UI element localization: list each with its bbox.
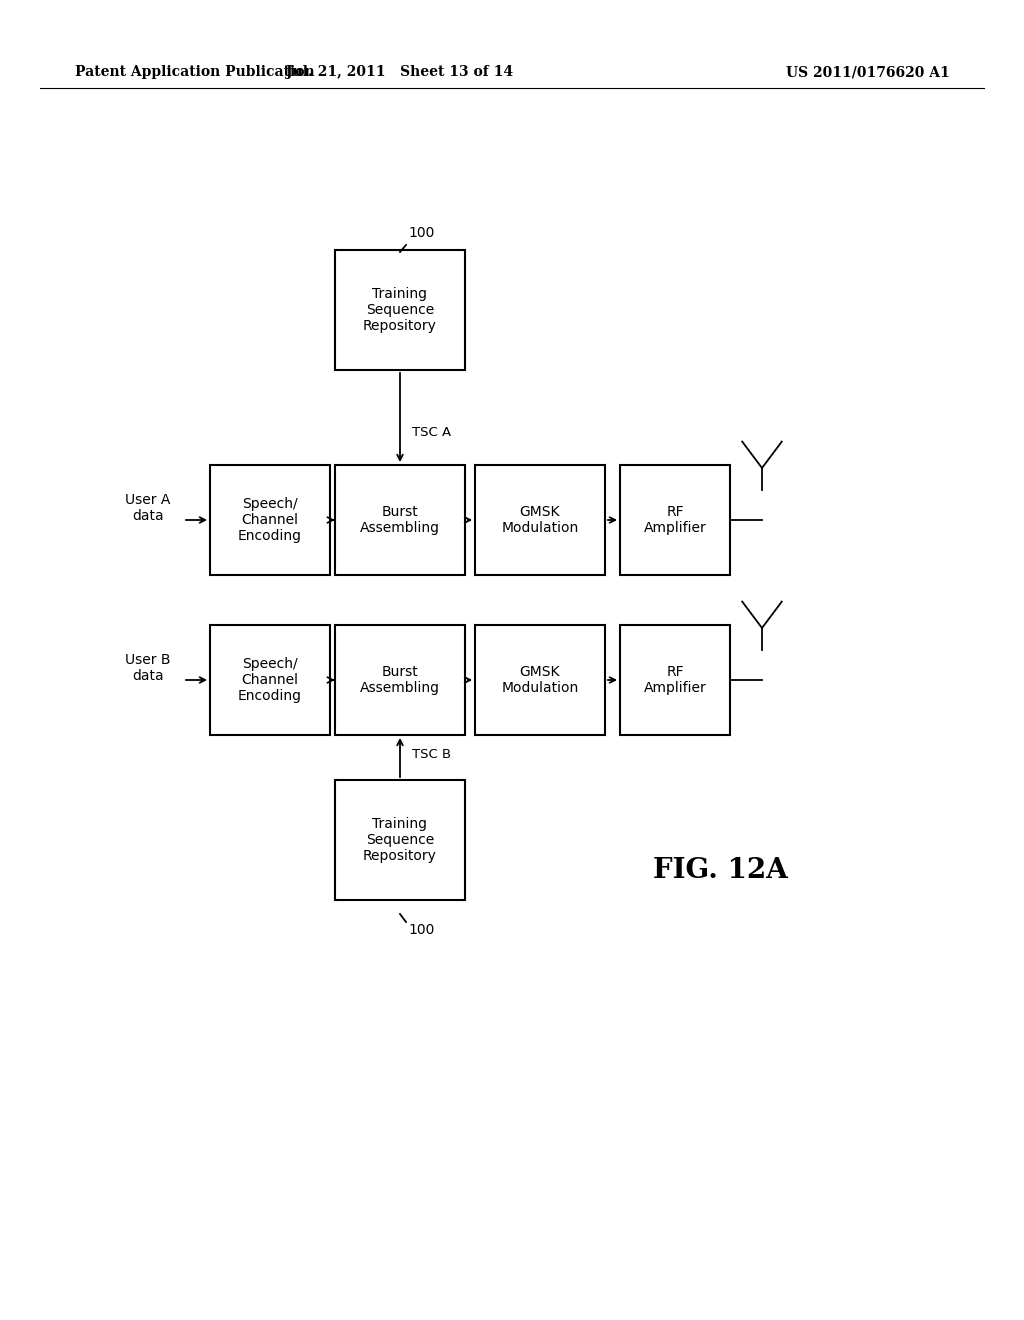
Text: Speech/
Channel
Encoding: Speech/ Channel Encoding [238,657,302,704]
Bar [620,465,730,576]
Text: RF
Amplifier: RF Amplifier [644,665,707,696]
Text: GMSK
Modulation: GMSK Modulation [502,504,579,535]
Bar [210,624,330,735]
Bar [475,465,605,576]
Text: User B
data: User B data [125,653,171,684]
Text: RF
Amplifier: RF Amplifier [644,504,707,535]
Bar [210,465,330,576]
Text: TSC B: TSC B [412,748,452,762]
Text: FIG. 12A: FIG. 12A [652,857,787,883]
Bar [475,624,605,735]
Text: US 2011/0176620 A1: US 2011/0176620 A1 [786,65,950,79]
Bar [335,624,465,735]
Text: Speech/
Channel
Encoding: Speech/ Channel Encoding [238,496,302,544]
Text: Training
Sequence
Repository: Training Sequence Repository [364,286,437,333]
Text: Jul. 21, 2011   Sheet 13 of 14: Jul. 21, 2011 Sheet 13 of 14 [287,65,514,79]
Text: GMSK
Modulation: GMSK Modulation [502,665,579,696]
Bar [620,624,730,735]
Text: Burst
Assembling: Burst Assembling [360,665,440,696]
Text: 100: 100 [408,226,434,240]
Bar [335,249,465,370]
Text: Burst
Assembling: Burst Assembling [360,504,440,535]
Text: TSC A: TSC A [412,426,452,440]
Text: Training
Sequence
Repository: Training Sequence Repository [364,817,437,863]
Bar [335,780,465,900]
Text: 100: 100 [408,923,434,937]
Bar [335,465,465,576]
Text: Patent Application Publication: Patent Application Publication [75,65,314,79]
Text: User A
data: User A data [125,492,171,523]
